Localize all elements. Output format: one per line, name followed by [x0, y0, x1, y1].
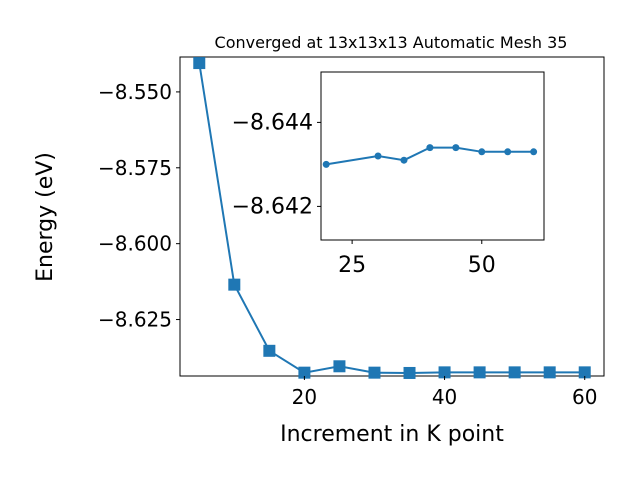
- main-plot-marks: [193, 57, 591, 379]
- main-x-tick-label: 20: [292, 385, 317, 409]
- inset-x-tick-label: 25: [338, 253, 366, 278]
- main-data-point: [298, 366, 311, 379]
- inset-data-point: [530, 148, 538, 156]
- main-data-point: [263, 344, 276, 357]
- inset-data-point: [400, 156, 408, 164]
- inset-x-tick-label: 50: [468, 253, 496, 278]
- inset-data-point: [374, 152, 382, 160]
- main-y-tick-label: −8.600: [98, 232, 172, 256]
- inset-data-point: [322, 160, 330, 168]
- main-data-point: [508, 366, 521, 379]
- main-y-tick-label: −8.550: [98, 80, 172, 104]
- inset-y-tick-label: −8.644: [232, 110, 313, 135]
- inset-data-point: [426, 144, 434, 152]
- chart-title: Converged at 13x13x13 Automatic Mesh 35: [215, 33, 568, 52]
- main-data-point: [473, 366, 486, 379]
- main-data-point: [543, 366, 556, 379]
- inset-y-tick-label: −8.642: [232, 194, 313, 219]
- inset-plot-frame: [320, 71, 545, 241]
- inset-plot-marks: [322, 144, 538, 168]
- inset-data-point: [504, 148, 512, 156]
- main-data-point: [228, 278, 241, 291]
- main-axes: 20 40 60 −8.550 −8.575 −8.600 −8.625: [98, 80, 597, 409]
- main-y-tick-label: −8.625: [98, 308, 172, 332]
- x-axis-label: Increment in K point: [280, 422, 504, 447]
- main-data-point: [193, 57, 206, 70]
- main-data-point: [403, 366, 416, 379]
- inset-axes: 25 50 −8.644 −8.642: [232, 110, 496, 278]
- main-data-point: [368, 366, 381, 379]
- main-x-tick-label: 40: [432, 385, 457, 409]
- main-y-tick-label: −8.575: [98, 156, 172, 180]
- main-x-tick-label: 60: [572, 385, 597, 409]
- y-axis-label: Energy (eV): [33, 152, 58, 282]
- main-data-point: [333, 360, 346, 373]
- inset-data-point: [478, 148, 486, 156]
- main-data-point: [578, 366, 591, 379]
- inset-data-point: [452, 144, 460, 152]
- main-data-point: [438, 366, 451, 379]
- inset-series-line: [326, 146, 534, 166]
